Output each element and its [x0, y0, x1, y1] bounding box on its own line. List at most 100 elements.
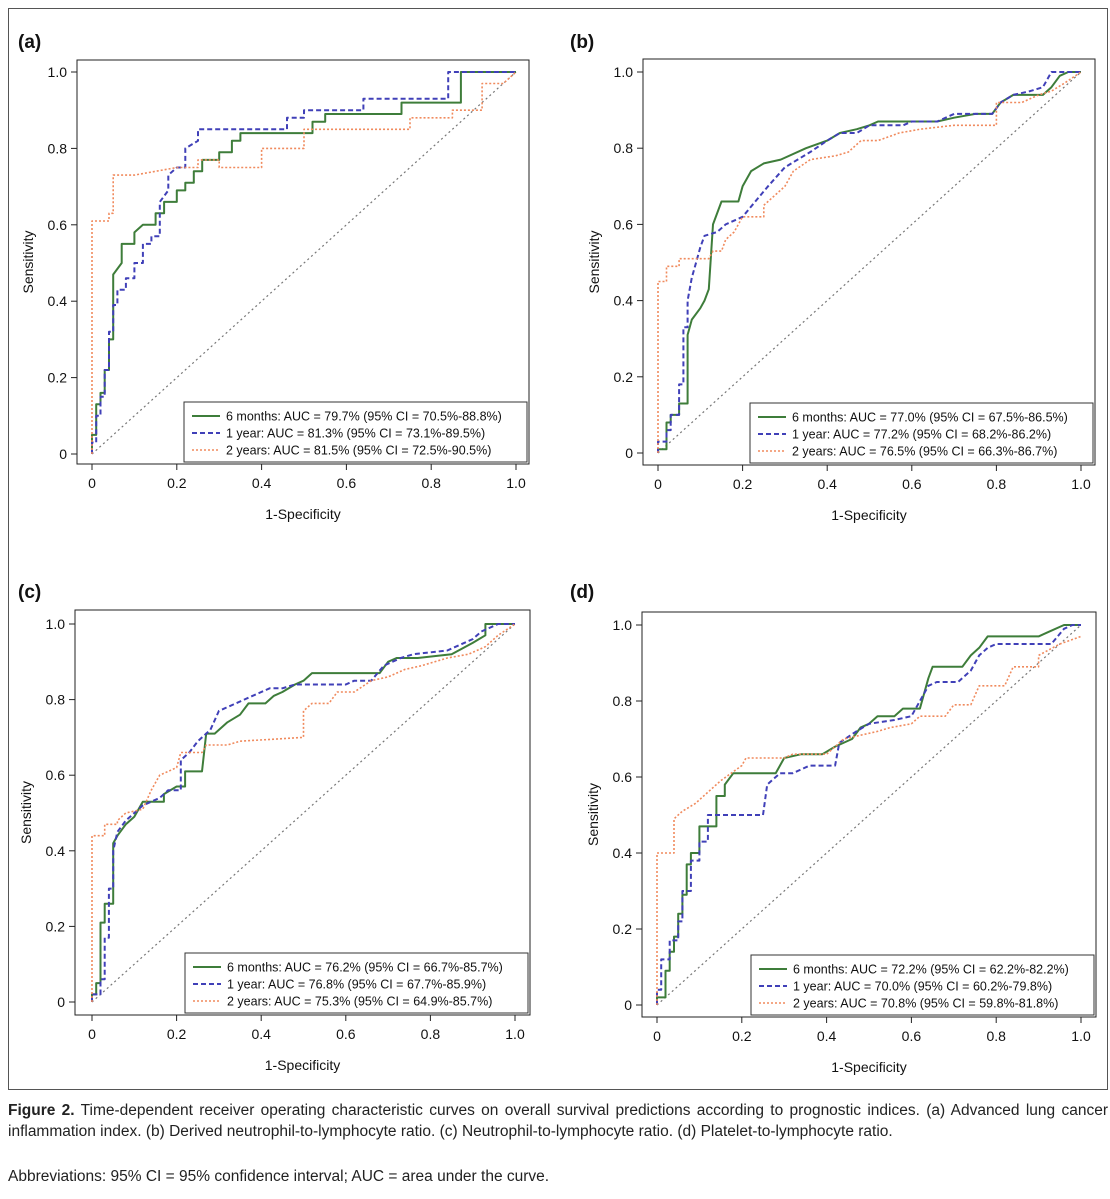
legend-box	[183, 401, 528, 463]
x-axis-title: 1-Specificity	[265, 506, 340, 522]
y-tick-label: 0.2	[48, 370, 68, 386]
plot-area	[642, 58, 1096, 466]
panel-label: (d)	[570, 582, 594, 603]
legend-label-one-year: 1 year: AUC = 76.8% (95% CI = 67.7%-85.9…	[227, 978, 486, 992]
x-axis-title: 1-Specificity	[265, 1057, 340, 1073]
y-tick-label: 1.0	[614, 64, 634, 80]
y-tick-label: 0.2	[614, 369, 634, 385]
x-tick-label: 0.6	[337, 475, 357, 491]
x-tick-label: 0.8	[987, 476, 1007, 492]
y-tick-label: 0.4	[614, 293, 634, 309]
figure-frame	[8, 8, 1108, 1090]
plot-area	[76, 59, 530, 465]
panel-label: (a)	[18, 32, 41, 53]
roc-curve-two-years	[91, 71, 517, 454]
x-tick-label: 0.8	[421, 475, 441, 491]
legend-box	[750, 954, 1095, 1016]
y-axis-title: Sensitivity	[20, 230, 36, 293]
y-tick-label: 0	[625, 445, 633, 461]
x-tick-label: 1.0	[505, 1026, 525, 1042]
roc-curve-six-months	[656, 624, 1081, 1005]
panel-label: (c)	[18, 582, 41, 603]
roc-curve-six-months	[657, 71, 1081, 453]
x-tick-label: 1.0	[506, 475, 526, 491]
y-tick-label: 0.4	[46, 843, 66, 859]
roc-panel-c: (c) 0 0.2 0.4 0.6 0.8 1.0 0 0.2 0.4 0.6 0.8 1.0 1-Spe…	[18, 582, 531, 1073]
legend-box	[184, 952, 529, 1014]
roc-curve-six-months	[91, 623, 515, 1002]
legend-box	[749, 402, 1094, 464]
plot-area	[74, 609, 531, 1016]
roc-curve-two-years	[657, 71, 1082, 453]
y-tick-label: 0.8	[48, 140, 68, 156]
legend: 6 months: AUC = 72.2% (95% CI = 62.2%-82…	[750, 954, 1095, 1016]
legend-label-one-year: 1 year: AUC = 81.3% (95% CI = 73.1%-89.5…	[226, 427, 485, 441]
reference-diagonal	[657, 71, 1082, 454]
y-tick-label: 0.4	[48, 293, 68, 309]
x-tick-label: 0.8	[986, 1028, 1006, 1044]
legend-label-two-years: 2 years: AUC = 70.8% (95% CI = 59.8%-81.…	[793, 997, 1058, 1011]
y-tick-label: 0.2	[46, 918, 66, 934]
y-tick-label: 0.6	[46, 767, 66, 783]
x-tick-label: 0.6	[902, 476, 922, 492]
y-tick-label: 0.8	[46, 692, 66, 708]
roc-curve-one-year	[657, 71, 1081, 453]
roc-curve-two-years	[656, 635, 1082, 1005]
x-tick-label: 0	[88, 1026, 96, 1042]
y-tick-label: 1.0	[48, 64, 68, 80]
legend-label-two-years: 2 years: AUC = 75.3% (95% CI = 64.9%-85.…	[227, 995, 492, 1009]
legend-label-six-months: 6 months: AUC = 79.7% (95% CI = 70.5%-88…	[226, 410, 502, 424]
y-tick-label: 0	[59, 446, 67, 462]
reference-diagonal	[91, 71, 517, 455]
x-tick-label: 1.0	[1071, 1028, 1091, 1044]
legend-label-two-years: 2 years: AUC = 76.5% (95% CI = 66.3%-86.…	[792, 445, 1057, 459]
x-tick-label: 0.4	[817, 1028, 837, 1044]
x-tick-label: 0.4	[252, 475, 272, 491]
roc-panel-d: (d) 0 0.2 0.4 0.6 0.8 1.0 0 0.2 0.4 0.6 0.8 1.0 1-Spe…	[570, 582, 1097, 1075]
y-tick-label: 0	[57, 994, 65, 1010]
y-tick-label: 1.0	[613, 617, 633, 633]
roc-curve-one-year	[656, 624, 1081, 1005]
y-tick-label: 0.6	[48, 217, 68, 233]
y-tick-label: 0.2	[613, 921, 633, 937]
x-tick-label: 0.2	[732, 1028, 752, 1044]
legend: 6 months: AUC = 79.7% (95% CI = 70.5%-88…	[183, 401, 528, 463]
x-tick-label: 0.2	[733, 476, 753, 492]
caption-label: Figure 2.	[8, 1102, 75, 1119]
abbreviations-note: Abbreviations: 95% CI = 95% confidence i…	[8, 1168, 550, 1185]
roc-panel-b: (b) 0 0.2 0.4 0.6 0.8 1.0 0 0.2 0.4 0.6 0.8 1.0 1-Spe…	[570, 32, 1096, 523]
panel-label: (b)	[570, 32, 594, 53]
legend-label-six-months: 6 months: AUC = 76.2% (95% CI = 66.7%-85…	[227, 961, 503, 975]
y-axis-title: Sensitivity	[18, 781, 34, 844]
legend-label-one-year: 1 year: AUC = 77.2% (95% CI = 68.2%-86.2…	[792, 428, 1051, 442]
x-tick-label: 0	[654, 476, 662, 492]
x-tick-label: 0.6	[336, 1026, 356, 1042]
x-axis-title: 1-Specificity	[831, 1059, 906, 1075]
x-axis-title: 1-Specificity	[831, 507, 906, 523]
y-tick-label: 0.4	[613, 845, 633, 861]
figure-caption: Figure 2. Time-dependent receiver operat…	[8, 1100, 1108, 1142]
legend-label-one-year: 1 year: AUC = 70.0% (95% CI = 60.2%-79.8…	[793, 980, 1052, 994]
y-tick-label: 1.0	[46, 616, 66, 632]
y-tick-label: 0.8	[614, 140, 634, 156]
y-axis-title: Sensitivity	[586, 230, 602, 293]
x-tick-label: 1.0	[1071, 476, 1091, 492]
y-tick-label: 0.6	[614, 216, 634, 232]
y-tick-label: 0.6	[613, 769, 633, 785]
roc-curve-one-year	[91, 71, 516, 454]
x-tick-label: 0.6	[902, 1028, 922, 1044]
legend-label-six-months: 6 months: AUC = 72.2% (95% CI = 62.2%-82…	[793, 963, 1069, 977]
plot-area	[641, 611, 1097, 1018]
x-tick-label: 0.4	[817, 476, 837, 492]
x-tick-label: 0.2	[167, 475, 187, 491]
x-tick-label: 0.2	[167, 1026, 187, 1042]
legend: 6 months: AUC = 77.0% (95% CI = 67.5%-86…	[749, 402, 1094, 464]
caption-text: Time-dependent receiver operating charac…	[8, 1102, 1108, 1140]
roc-panel-a: (a) 0 0.2 0.4 0.6 0.8 1.0 0 0.2 0.4 0.6 0.8 1.0 1-Spe…	[18, 32, 530, 522]
roc-figure: (a) 0 0.2 0.4 0.6 0.8 1.0 0 0.2 0.4 0.6 0.8 1.0 1-Spe…	[18, 32, 1097, 1075]
x-tick-label: 0	[653, 1028, 661, 1044]
y-tick-label: 0.8	[613, 693, 633, 709]
x-tick-label: 0.8	[421, 1026, 441, 1042]
reference-diagonal	[656, 624, 1082, 1006]
x-tick-label: 0.4	[251, 1026, 271, 1042]
